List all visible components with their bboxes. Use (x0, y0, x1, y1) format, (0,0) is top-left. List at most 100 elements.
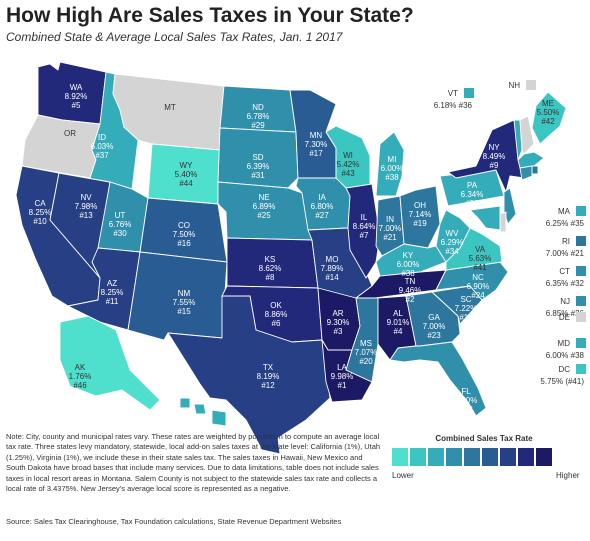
state-label-sc: SC7.22%#18 (455, 295, 478, 322)
svg-text:#8: #8 (266, 273, 275, 282)
svg-text:6.85% #26: 6.85% #26 (546, 309, 585, 318)
svg-text:MT: MT (164, 103, 176, 112)
svg-text:MD: MD (558, 339, 571, 348)
state-ma[interactable] (517, 151, 545, 169)
state-label-ne: NE6.89%#25 (253, 193, 276, 220)
svg-text:#21: #21 (383, 233, 397, 242)
svg-text:AL: AL (393, 309, 403, 318)
state-nj[interactable] (503, 187, 517, 225)
state-label-ny: NY8.49%#9 (483, 143, 506, 170)
state-ri[interactable] (531, 165, 539, 175)
state-label-nd: ND6.78%#29 (247, 103, 270, 130)
state-label-tn: TN9.46%#2 (399, 277, 422, 304)
state-label-ut: UT6.76%#30 (109, 211, 132, 238)
state-ct[interactable] (519, 165, 533, 181)
svg-text:#34: #34 (445, 247, 459, 256)
state-label-va: VA5.63%#41 (469, 245, 492, 272)
state-fl[interactable] (389, 341, 487, 417)
state-label-de: DE (559, 312, 586, 322)
state-label-ak: AK1.76%#46 (69, 363, 92, 390)
svg-text:#14: #14 (325, 273, 339, 282)
svg-text:NY: NY (488, 143, 500, 152)
svg-text:#29: #29 (251, 121, 265, 130)
svg-text:#10: #10 (33, 217, 47, 226)
svg-text:7.98%: 7.98% (75, 202, 98, 211)
state-label-ma: MA 6.25% #35 (546, 206, 586, 228)
svg-text:IN: IN (386, 215, 394, 224)
svg-text:MO: MO (326, 255, 339, 264)
svg-text:AR: AR (332, 309, 343, 318)
svg-text:#20: #20 (359, 357, 373, 366)
svg-text:TX: TX (263, 363, 274, 372)
svg-text:7.22%: 7.22% (455, 304, 478, 313)
svg-text:WY: WY (180, 161, 194, 170)
svg-text:DC: DC (558, 365, 570, 374)
svg-text:NJ: NJ (560, 297, 570, 306)
state-label-nh: NH (508, 80, 536, 90)
svg-text:#42: #42 (541, 117, 555, 126)
svg-text:6.90%: 6.90% (467, 282, 490, 291)
state-md[interactable] (469, 205, 501, 231)
svg-text:#15: #15 (177, 307, 191, 316)
state-label-or: OR (64, 129, 76, 138)
svg-text:6.80%: 6.80% (455, 396, 478, 405)
legend-swatch (410, 448, 426, 466)
state-mi[interactable] (375, 131, 405, 197)
svg-text:AZ: AZ (107, 279, 117, 288)
svg-text:6.00%: 6.00% (381, 164, 404, 173)
state-label-wa: WA8.92%#5 (65, 83, 88, 110)
legend-swatch (446, 448, 462, 466)
svg-text:6.00%: 6.00% (397, 260, 420, 269)
svg-text:5.42%: 5.42% (337, 160, 360, 169)
state-il[interactable] (345, 183, 381, 279)
state-nh[interactable] (519, 115, 535, 155)
svg-text:CT: CT (559, 267, 570, 276)
svg-text:#9: #9 (490, 161, 499, 170)
svg-text:AK: AK (75, 363, 86, 372)
svg-text:NE: NE (258, 193, 269, 202)
svg-text:6.03%: 6.03% (91, 142, 114, 151)
state-ak[interactable] (59, 315, 161, 411)
svg-text:#18: #18 (459, 313, 473, 322)
state-label-co: CO7.50%#16 (173, 221, 196, 248)
svg-text:#28: #28 (459, 405, 473, 414)
svg-text:OR: OR (64, 129, 76, 138)
svg-text:6.34%: 6.34% (461, 190, 484, 199)
svg-text:9.98%: 9.98% (331, 372, 354, 381)
state-me[interactable] (531, 91, 567, 145)
svg-text:#38: #38 (385, 173, 399, 182)
state-label-vt: VT 6.18% #36 (434, 88, 474, 110)
state-hi[interactable] (179, 397, 227, 427)
svg-text:WA: WA (70, 83, 83, 92)
legend-swatch (428, 448, 444, 466)
state-de[interactable] (499, 211, 507, 233)
svg-text:7.89%: 7.89% (321, 264, 344, 273)
legend-swatch (392, 448, 408, 466)
svg-text:7.00%: 7.00% (423, 322, 446, 331)
svg-text:RI: RI (562, 237, 570, 246)
legend-swatch (482, 448, 498, 466)
state-label-fl: FL6.80%#28 (455, 387, 478, 414)
state-wv[interactable] (435, 209, 471, 263)
svg-text:NH: NH (508, 81, 520, 90)
svg-text:#41: #41 (473, 263, 487, 272)
state-label-il: IL8.64%#7 (353, 213, 376, 240)
svg-text:6.89%: 6.89% (253, 202, 276, 211)
svg-text:8.62%: 8.62% (259, 264, 282, 273)
legend-swatch (500, 448, 516, 466)
state-label-ct: CT 6.35% #32 (546, 266, 586, 288)
state-tx[interactable] (167, 295, 331, 455)
svg-text:OH: OH (414, 201, 426, 210)
svg-text:8.64%: 8.64% (353, 222, 376, 231)
svg-text:#38: #38 (401, 269, 415, 278)
state-label-mi: MI6.00%#38 (381, 155, 404, 182)
svg-text:8.86%: 8.86% (265, 310, 288, 319)
svg-text:8.25%: 8.25% (101, 288, 124, 297)
state-sd[interactable] (217, 127, 299, 189)
svg-text:#17: #17 (309, 149, 323, 158)
legend-swatch (518, 448, 534, 466)
svg-text:6.18% #36: 6.18% #36 (434, 101, 473, 110)
svg-text:#5: #5 (72, 101, 81, 110)
state-label-wi: WI5.42%#43 (337, 151, 360, 178)
